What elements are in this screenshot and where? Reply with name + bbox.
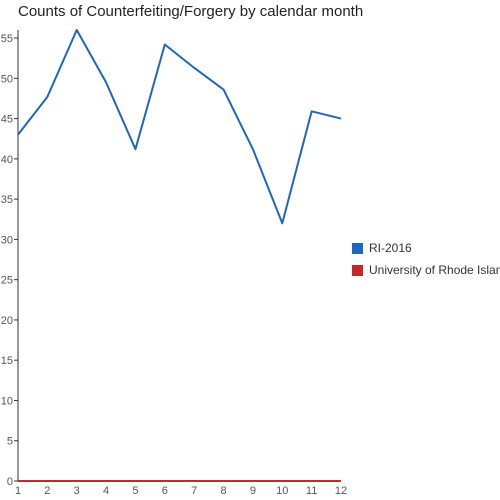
- y-tick-label: 20: [1, 315, 13, 327]
- legend-swatch-ri-2016: [352, 242, 363, 254]
- x-tick-label: 8: [220, 485, 226, 497]
- x-tick-label: 7: [191, 485, 197, 497]
- x-tick-label: 5: [132, 485, 138, 497]
- x-tick-label: 10: [276, 485, 288, 497]
- x-tick-label: 1: [15, 485, 21, 497]
- x-tick-label: 4: [103, 485, 109, 497]
- y-tick-label: 0: [7, 476, 13, 488]
- y-tick-label: 50: [1, 73, 13, 85]
- series-line-ri-2016: [17, 29, 342, 225]
- x-tick-label: 6: [162, 485, 168, 497]
- y-tick-labels: 0 5 10 15 20 25 30 35 40 45 50 55: [1, 33, 18, 488]
- legend-item-university-of-rhode-island[interactable]: University of Rhode Island: [352, 260, 500, 280]
- legend-label-university-of-rhode-island: University of Rhode Island: [369, 263, 500, 277]
- x-tick-label: 2: [44, 485, 50, 497]
- x-tick-label: 3: [74, 485, 80, 497]
- legend: RI-2016 University of Rhode Island: [352, 238, 500, 282]
- legend-label-ri-2016: RI-2016: [369, 241, 412, 255]
- y-tick-label: 35: [1, 194, 13, 206]
- y-tick-label: 55: [1, 33, 13, 45]
- y-tick-label: 25: [1, 275, 13, 287]
- legend-swatch-university-of-rhode-island: [352, 264, 363, 276]
- x-tick-label: 11: [306, 485, 317, 497]
- y-tick-label: 15: [1, 355, 13, 367]
- y-tick-label: 45: [1, 114, 13, 126]
- y-tick-label: 30: [1, 234, 13, 246]
- y-tick-label: 10: [1, 395, 13, 407]
- y-tick-label: 5: [7, 436, 13, 448]
- y-tick-label: 40: [1, 154, 13, 166]
- legend-item-ri-2016[interactable]: RI-2016: [352, 238, 500, 258]
- x-tick-label: 12: [335, 485, 347, 497]
- chart-title: Counts of Counterfeiting/Forgery by cale…: [18, 3, 364, 20]
- x-tick-labels: 1 2 3 4 5 6 7 8 9 10 11 12: [15, 485, 347, 497]
- x-tick-label: 9: [250, 485, 256, 497]
- series-lines: [17, 29, 342, 482]
